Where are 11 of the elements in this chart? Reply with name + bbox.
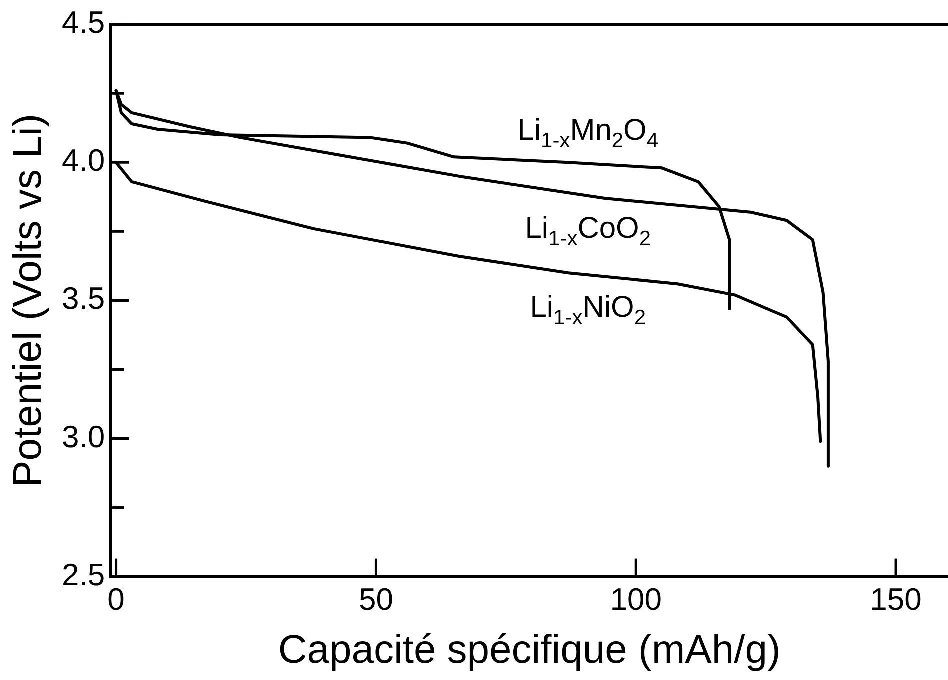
- x-tick-label: 0: [108, 582, 125, 617]
- x-tick-label: 100: [610, 582, 662, 617]
- x-tick-label: 50: [358, 582, 394, 617]
- y-tick-label: 3.0: [62, 419, 106, 454]
- y-axis-title: Potentiel (Volts vs Li): [6, 114, 50, 488]
- y-tick-label: 4.0: [62, 143, 106, 178]
- y-tick-label: 4.5: [62, 5, 106, 40]
- y-tick-label: 3.5: [62, 281, 106, 316]
- x-tick-label: 150: [870, 582, 922, 617]
- y-tick-label: 2.5: [62, 557, 106, 592]
- x-axis-title: Capacité spécifique (mAh/g): [278, 628, 781, 672]
